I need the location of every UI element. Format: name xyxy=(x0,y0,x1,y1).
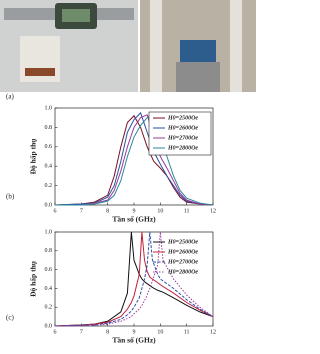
y-tick-label: 0.6 xyxy=(45,144,53,150)
x-tick-label: 6 xyxy=(54,329,57,335)
y-tick-label: 0.4 xyxy=(45,286,53,292)
y-tick-label: 0.0 xyxy=(45,202,53,208)
photo xyxy=(0,0,256,92)
legend-label: H0=2700Oe xyxy=(167,259,198,265)
x-tick-label: 7 xyxy=(80,329,83,335)
y-tick-label: 0.0 xyxy=(45,323,53,329)
x-tick-label: 7 xyxy=(80,208,83,214)
legend-label: H0=2600Oe xyxy=(167,125,198,131)
x-tick-label: 10 xyxy=(157,208,163,214)
panel-label: (c) xyxy=(6,314,14,322)
y-tick-label: 0.8 xyxy=(45,248,53,254)
x-tick-label: 11 xyxy=(184,208,190,214)
x-tick-label: 6 xyxy=(54,208,57,214)
x-axis-title: Tần số (GHz) xyxy=(112,215,156,224)
sample xyxy=(25,68,55,76)
x-tick-label: 9 xyxy=(133,329,136,335)
panel-label: (b) xyxy=(6,193,15,201)
y-tick-label: 0.2 xyxy=(45,183,53,189)
legend-label: H0=2800Oe xyxy=(167,145,198,151)
y-tick-label: 0.8 xyxy=(45,125,53,131)
y-tick-label: 0.2 xyxy=(45,305,53,311)
x-tick-label: 11 xyxy=(184,329,190,335)
waveguide xyxy=(180,40,216,62)
x-tick-label: 8 xyxy=(106,329,109,335)
y-tick-label: 1.0 xyxy=(45,229,53,235)
y-axis-title: Độ hấp thụ xyxy=(29,139,38,175)
panel-label: (a) xyxy=(6,93,14,101)
pole-left xyxy=(150,0,162,92)
legend-label: H0=2700Oe xyxy=(167,135,198,141)
x-tick-label: 9 xyxy=(133,208,136,214)
x-tick-label: 10 xyxy=(157,329,163,335)
y-axis-title: Độ hấp thụ xyxy=(29,261,38,297)
x-tick-label: 12 xyxy=(210,329,216,335)
y-tick-label: 1.0 xyxy=(45,105,53,111)
y-tick-label: 0.4 xyxy=(45,164,53,170)
legend-label: H0=2500Oe xyxy=(167,239,198,245)
base xyxy=(176,62,220,92)
x-tick-label: 12 xyxy=(210,208,216,214)
lcd xyxy=(62,9,90,22)
figure: (a) 0.0 0.2 0.4 0.6 0.8 1.0 6 7 8 9 10 11 12 Tần số (… xyxy=(0,0,256,354)
x-axis-title: Tần số (GHz) xyxy=(112,336,156,345)
pole-right xyxy=(230,0,242,92)
x-tick-label: 8 xyxy=(106,208,109,214)
legend-label: H0=2500Oe xyxy=(167,115,198,121)
legend-label: H0=2600Oe xyxy=(167,249,198,255)
legend-label: H0=2800Oe xyxy=(167,269,198,275)
y-tick-label: 0.6 xyxy=(45,267,53,273)
